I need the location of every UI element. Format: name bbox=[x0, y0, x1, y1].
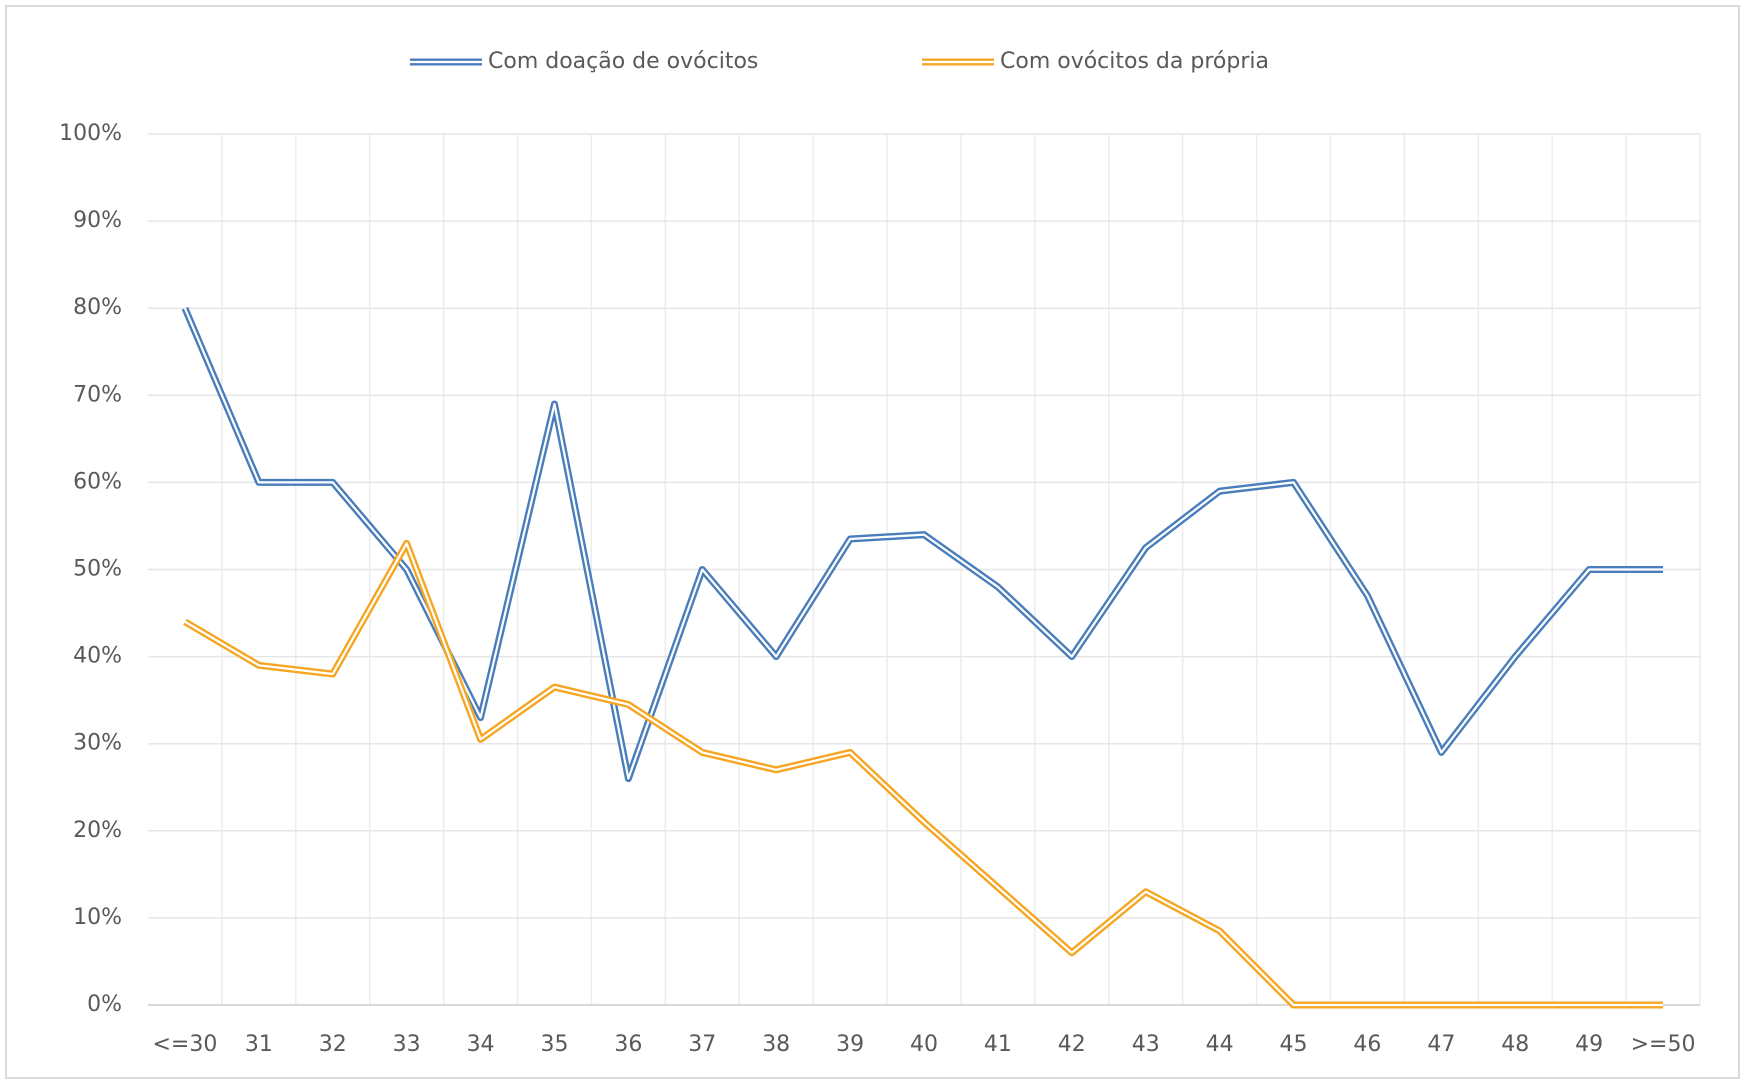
legend-label: Com doação de ovócitos bbox=[488, 49, 758, 74]
x-tick-label: 43 bbox=[1132, 1032, 1160, 1057]
x-tick-label: 45 bbox=[1280, 1032, 1308, 1057]
x-tick-label: 48 bbox=[1501, 1032, 1529, 1057]
x-tick-label: 42 bbox=[1058, 1032, 1086, 1057]
x-tick-label: 38 bbox=[762, 1032, 790, 1057]
x-tick-label: <=30 bbox=[153, 1032, 218, 1057]
x-tick-label: 40 bbox=[910, 1032, 938, 1057]
y-tick-label: 40% bbox=[73, 644, 122, 669]
series-line-inner bbox=[183, 307, 1664, 780]
x-tick-label: 41 bbox=[984, 1032, 1012, 1057]
y-tick-label: 70% bbox=[73, 382, 122, 407]
y-tick-label: 100% bbox=[59, 121, 122, 146]
x-tick-label: 46 bbox=[1353, 1032, 1381, 1057]
y-tick-label: 80% bbox=[73, 295, 122, 320]
x-tick-label: 44 bbox=[1206, 1032, 1234, 1057]
y-tick-label: 30% bbox=[73, 731, 122, 756]
series-line-inner bbox=[184, 542, 1664, 1007]
x-tick-label: 34 bbox=[467, 1032, 495, 1057]
x-tick-label: 39 bbox=[836, 1032, 864, 1057]
y-tick-label: 50% bbox=[73, 557, 122, 582]
y-tick-label: 10% bbox=[73, 905, 122, 930]
x-tick-label: 49 bbox=[1575, 1032, 1603, 1057]
x-tick-label: >=50 bbox=[1631, 1032, 1696, 1057]
y-tick-label: 60% bbox=[73, 469, 122, 494]
x-tick-label: 35 bbox=[540, 1032, 568, 1057]
x-tick-label: 31 bbox=[245, 1032, 273, 1057]
y-tick-label: 20% bbox=[73, 818, 122, 843]
x-tick-label: 36 bbox=[614, 1032, 642, 1057]
x-tick-label: 37 bbox=[688, 1032, 716, 1057]
x-tick-label: 32 bbox=[319, 1032, 347, 1057]
x-tick-label: 33 bbox=[393, 1032, 421, 1057]
y-tick-label: 0% bbox=[87, 992, 122, 1017]
legend-label: Com ovócitos da própria bbox=[1000, 49, 1269, 74]
y-tick-label: 90% bbox=[73, 208, 122, 233]
x-tick-label: 47 bbox=[1427, 1032, 1455, 1057]
chart-border bbox=[5, 5, 1740, 1079]
